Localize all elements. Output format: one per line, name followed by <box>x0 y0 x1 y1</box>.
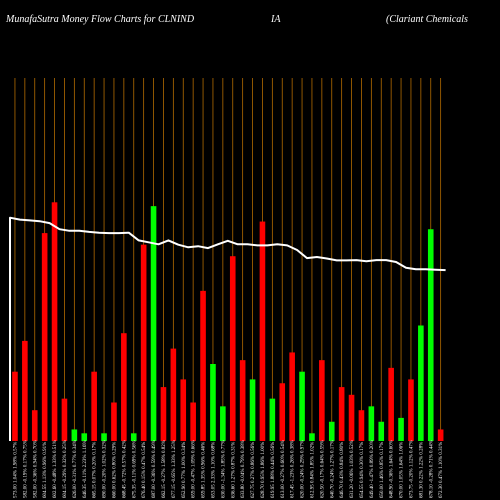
bar-series <box>12 202 444 441</box>
bar-19 <box>190 402 196 441</box>
bar-2 <box>22 340 28 441</box>
bar-12 <box>121 333 127 441</box>
x-tick-label: 649.40 -1.47% 0.89% 0.20% <box>370 440 375 498</box>
x-tick-label: 630.00 -1.34% 1.85% 0.77% <box>221 440 226 498</box>
money-flow-line <box>9 216 446 441</box>
x-tick-label: 690.00 -0.20% 1.02% 0.32% <box>103 440 108 498</box>
x-tick-label: 673.75 -0.20% 1.12% 0.47% <box>409 440 414 498</box>
bar-4 <box>41 233 48 441</box>
x-tick-label: 640.70 -0.24% 1.27% 0.17% <box>330 440 335 498</box>
x-tick-label: 665.15 0.07% 0.20% 0.17% <box>93 442 98 498</box>
x-tick-label: 653.05 2.33% 1.10% 0.68% <box>211 442 216 498</box>
bar-16 <box>160 387 167 441</box>
bar-7 <box>71 429 78 441</box>
x-tick-label: 687.00 -0.36% 0.59% 0.49% <box>152 440 157 498</box>
x-tick-label: 660.00 0.62% 0.80% 0.29% <box>112 442 117 498</box>
x-tick-label: 677.15 -0.65% 1.33% 1.25% <box>172 440 177 498</box>
x-tick-label: 631.20 -0.06% 1.03% 0.52% <box>350 440 355 498</box>
bar-35 <box>348 394 355 441</box>
x-tick-label: 604.55 1.13% 0.96% 0.91% <box>43 442 48 498</box>
bar-24 <box>239 360 246 441</box>
bar-30 <box>299 371 305 441</box>
x-tick-label: 636.60 1.27% 0.87% 0.31% <box>231 442 236 498</box>
bar-9 <box>91 371 97 441</box>
x-tick-label: 675.35 -0.11% 0.69% 0.56% <box>132 440 137 498</box>
bar-17 <box>170 348 177 441</box>
bar-22 <box>220 406 226 441</box>
bar-40 <box>398 417 404 441</box>
bar-23 <box>229 256 236 441</box>
bar-10 <box>101 433 107 441</box>
x-tick-label: 648.90 -0.36% 1.64% 0.60% <box>390 440 395 498</box>
x-tick-label: 646.70 0.43% 0.84% 0.80% <box>340 442 345 498</box>
bar-34 <box>338 387 345 441</box>
bar-37 <box>368 406 375 441</box>
bar-13 <box>130 433 137 441</box>
bar-3 <box>31 410 38 441</box>
bar-27 <box>269 398 276 441</box>
x-tick-label: 672.30 0.47% 1.10% 0.31% <box>439 442 444 498</box>
bar-15 <box>150 206 157 441</box>
x-tick-label: 626.00 -0.31% 0.77% 0.34% <box>73 440 78 498</box>
x-tick-label: 670.00 1.05% 1.64% 1.06% <box>400 442 405 498</box>
chart-title-middle: IA <box>270 14 281 25</box>
x-tick-label: 681.30 0.22% 1.22% 0.28% <box>419 442 424 498</box>
x-tick-label: 652.90 0.77% 1.00% 0.34% <box>182 442 187 498</box>
x-tick-label: 628.70 0.95% 1.86% 1.00% <box>261 442 266 498</box>
line-series <box>9 216 446 441</box>
x-tick-label: 659.00 -0.47% 1.09% 0.66% <box>192 440 197 498</box>
bar-11 <box>111 402 117 441</box>
bar-44 <box>437 429 444 441</box>
bar-20 <box>200 290 206 441</box>
bar-43 <box>427 229 434 441</box>
bar-5 <box>51 202 58 441</box>
x-tick-label: 678.10 -0.28% 0.71% 0.44% <box>429 440 434 498</box>
x-tick-label: 662.15 -0.27% 1.58% 0.82% <box>162 440 167 498</box>
bar-1 <box>12 371 18 441</box>
bar-26 <box>259 221 266 441</box>
bar-18 <box>180 379 187 441</box>
x-tick-label: 659.85 1.35% 0.96% 0.46% <box>202 442 207 498</box>
x-tick-label: 650.00 1.46% 0.85% 0.17% <box>380 442 385 498</box>
x-tick-label: 676.40 0.15% 0.47% 0.54% <box>142 442 147 498</box>
x-tick-label: 573.00 1.04% 1.98% 0.57% <box>13 442 18 498</box>
bar-28 <box>279 383 286 441</box>
x-tick-label: 612.95 0.84% 1.85% 1.02% <box>310 442 315 498</box>
x-tick-label: 582.00 -0.19% 0.17% 0.75% <box>23 440 28 498</box>
bar-41 <box>408 379 414 441</box>
bar-29 <box>289 352 295 441</box>
bar-32 <box>319 360 325 441</box>
x-tick-label: 646.35 -0.11% 2.23% 1.16% <box>83 440 88 498</box>
x-tick-label: 620.00 -0.24% 0.29% 0.97% <box>301 440 306 498</box>
x-tick-label: 604.15 -0.29% 0.32% 0.25% <box>63 440 68 498</box>
bar-31 <box>309 433 315 441</box>
x-tick-label: 619.95 1.88% 0.44% 0.56% <box>271 442 276 498</box>
x-tick-label: 654.55 0.94% 0.30% 0.17% <box>360 442 365 498</box>
bar-6 <box>61 398 68 441</box>
x-tick-label: 668.45 -0.72% 0.57% 0.42% <box>122 440 127 498</box>
x-axis-labels: 573.00 1.04% 1.98% 0.57% 582.00 -0.19% 0.… <box>13 440 444 498</box>
x-tick-label: 582.00 -0.36% 0.94% 0.70% <box>33 440 38 498</box>
bar-36 <box>358 410 365 441</box>
x-tick-label: 620.50 -0.17% 0.64% 0.59% <box>320 440 325 498</box>
x-tick-label: 633.80 -0.04% 0.79% 0.38% <box>241 440 246 498</box>
bar-14 <box>140 244 147 441</box>
bar-38 <box>378 421 385 441</box>
chart-title-right: (Clariant Chemicals <box>386 14 468 25</box>
x-tick-label: 602.60 -0.48% 1.33% 0.51% <box>53 440 58 498</box>
x-tick-label: 613.00 -0.27% 0.60% 0.54% <box>281 440 286 498</box>
bar-25 <box>249 379 256 441</box>
bar-39 <box>388 367 394 441</box>
x-tick-label: 617.45 -1.23% 0.26% 0.38% <box>291 440 296 498</box>
x-tick-label: 627.75 0.27% 0.86% 0.56% <box>251 442 256 498</box>
chart-title-left: MunafaSutra Money Flow Charts for CLNIND <box>5 14 195 25</box>
bar-21 <box>210 364 216 441</box>
bar-8 <box>81 433 88 441</box>
bar-42 <box>418 325 424 441</box>
bar-33 <box>328 421 335 441</box>
